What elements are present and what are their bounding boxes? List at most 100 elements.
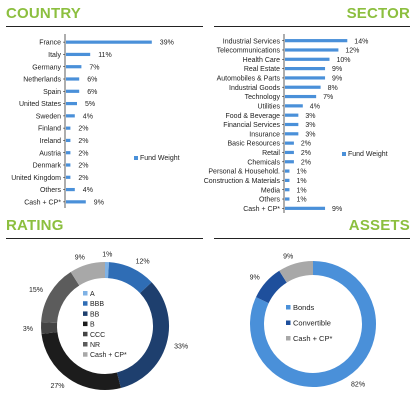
- rating-legend-swatch: [83, 321, 88, 327]
- sector-value-label: 2%: [301, 159, 311, 166]
- sector-value-label: 10%: [337, 57, 351, 64]
- country-category-label: Denmark: [33, 163, 62, 170]
- sector-bar: [285, 113, 299, 117]
- assets-legend-swatch: [286, 336, 291, 341]
- sector-bar: [285, 206, 326, 210]
- sector-category-label: Real Estate: [244, 66, 280, 73]
- country-value-label: 2%: [78, 163, 88, 170]
- sector-category-label: Personal & Household.: [208, 169, 280, 176]
- rating-slice-label: 27%: [51, 383, 65, 390]
- assets-legend-label: Cash + CP*: [293, 334, 332, 343]
- sector-category-label: Industrial Services: [223, 38, 281, 45]
- sector-bar: [285, 150, 294, 155]
- country-bar: [66, 89, 80, 93]
- rating-legend-swatch: [83, 311, 88, 316]
- sector-bar: [285, 85, 321, 89]
- rating-slice: [116, 282, 169, 388]
- country-category-label: Sweden: [36, 113, 61, 120]
- country-value-label: 9%: [94, 199, 104, 206]
- sector-bar: [285, 169, 290, 173]
- rating-slice: [107, 262, 152, 294]
- sector-bar: [285, 160, 294, 164]
- sector-bar: [285, 178, 290, 182]
- country-value-label: 6%: [87, 89, 97, 96]
- rating-slice-label: 12%: [136, 258, 150, 265]
- assets-legend-label: Bonds: [293, 303, 315, 312]
- sector-value-label: 1%: [296, 178, 306, 185]
- country-category-label: United States: [19, 101, 62, 108]
- country-bar: [66, 52, 91, 57]
- sector-category-label: Cash + CP*: [243, 206, 280, 213]
- sector-value-label: 7%: [323, 94, 333, 101]
- country-category-label: Spain: [43, 89, 61, 96]
- country-divider: [6, 26, 203, 27]
- sector-bar: [285, 39, 348, 43]
- sector-category-label: Basic Resources: [227, 141, 280, 148]
- country-value-label: 4%: [83, 113, 93, 120]
- rating-divider: [6, 238, 203, 239]
- country-value-label: 4%: [83, 187, 93, 194]
- country-category-label: Ireland: [40, 138, 62, 145]
- sector-value-label: 3%: [305, 113, 315, 120]
- sector-value-label: 14%: [354, 38, 368, 45]
- country-legend-label: Fund Weight: [140, 155, 180, 162]
- rating-slice-label: 33%: [174, 344, 188, 351]
- country-bar: [66, 101, 77, 106]
- country-value-label: 5%: [85, 101, 95, 108]
- sector-category-label: Construction & Materials: [204, 178, 281, 185]
- sector-value-label: 3%: [305, 122, 315, 129]
- rating-legend-swatch: [83, 291, 88, 296]
- country-section-title: COUNTRY: [6, 5, 82, 22]
- sector-category-label: Insurance: [249, 131, 280, 138]
- assets-slice-label: 9%: [250, 275, 260, 282]
- sector-bar: [285, 57, 330, 61]
- country-category-label: Netherlands: [23, 77, 61, 84]
- sector-bar: [285, 122, 299, 127]
- sector-section-title: SECTOR: [346, 5, 410, 22]
- rating-legend-label: NR: [90, 342, 100, 349]
- sector-bar: [285, 197, 290, 201]
- country-value-label: 2%: [78, 126, 88, 133]
- assets-slice-label: 9%: [283, 253, 293, 260]
- country-category-label: United Kingdom: [11, 175, 61, 182]
- sector-category-label: Industrial Goods: [229, 85, 280, 92]
- sector-value-label: 4%: [310, 103, 320, 110]
- sector-bar: [285, 67, 326, 71]
- sector-category-label: Health Care: [243, 57, 280, 64]
- assets-legend-swatch: [286, 320, 291, 325]
- assets-legend-swatch: [286, 305, 291, 310]
- country-bar: [66, 77, 80, 81]
- assets-slice: [250, 261, 376, 387]
- country-bar: [66, 114, 75, 118]
- country-legend-swatch: [134, 156, 138, 160]
- assets-slice: [255, 270, 287, 304]
- sector-bar: [285, 141, 294, 145]
- sector-value-label: 1%: [296, 169, 306, 176]
- sector-legend-label: Fund Weight: [348, 151, 388, 158]
- sector-category-label: Media: [261, 187, 280, 194]
- sector-bar: [285, 132, 299, 136]
- rating-slice-label: 1%: [102, 252, 112, 259]
- sector-legend-swatch: [342, 152, 346, 156]
- rating-legend-swatch: [83, 331, 88, 337]
- country-category-label: Finland: [38, 126, 61, 133]
- sector-category-label: Retail: [262, 150, 280, 157]
- country-bar: [66, 126, 71, 130]
- sector-value-label: 9%: [332, 206, 342, 213]
- country-category-label: Austria: [39, 150, 61, 157]
- sector-value-label: 12%: [345, 48, 359, 55]
- sector-value-label: 1%: [296, 197, 306, 204]
- sector-bar: [285, 76, 326, 80]
- country-value-label: 2%: [78, 175, 88, 182]
- assets-divider: [214, 238, 410, 239]
- sector-category-label: Financial Services: [223, 122, 280, 129]
- sector-category-label: Utilities: [257, 103, 280, 110]
- rating-section-title: RATING: [6, 217, 64, 234]
- assets-section-title: ASSETS: [348, 217, 410, 234]
- rating-legend-swatch: [83, 342, 88, 347]
- rating-slice: [41, 271, 80, 324]
- country-value-label: 2%: [78, 150, 88, 157]
- country-bar: [66, 163, 71, 167]
